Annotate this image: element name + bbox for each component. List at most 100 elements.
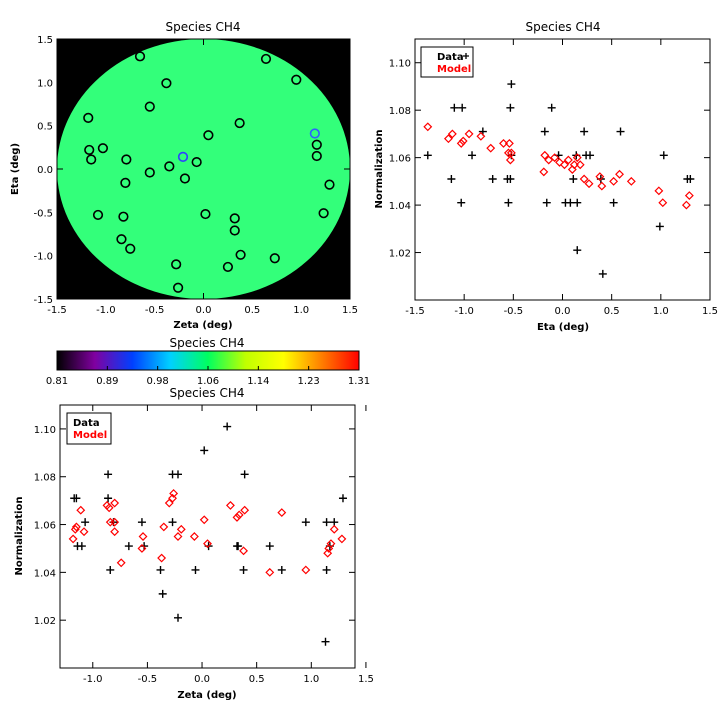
zeta-y-tick-label: 1.06 xyxy=(34,521,56,532)
map-point xyxy=(121,154,132,165)
eta-data-point xyxy=(655,222,664,231)
eta-x-tick-label: 1.5 xyxy=(702,306,718,317)
zeta-model-point xyxy=(234,510,244,520)
eta-model-point xyxy=(544,155,554,165)
zeta-x-label: Zeta (deg) xyxy=(177,690,236,701)
zeta-model-point xyxy=(116,558,126,568)
zeta-model-point xyxy=(68,534,78,544)
colorbar-tick-label: 0.98 xyxy=(147,376,169,387)
colorbar-panel: Species CH4 0.81 0.89 0.98 1.06 1.14 1.23 1.31 xyxy=(46,336,370,387)
eta-y-tick-label: 1.10 xyxy=(389,59,411,70)
zeta-model-point xyxy=(104,503,114,513)
map-point xyxy=(86,154,97,165)
zeta-title: Species CH4 xyxy=(169,386,244,400)
eta-model-point xyxy=(584,179,594,189)
zeta-model-point xyxy=(189,532,199,541)
map-point xyxy=(83,112,94,123)
zeta-model-point xyxy=(76,505,86,515)
eta-legend-data: Data xyxy=(437,52,464,63)
map-x-tick-label: 0.0 xyxy=(196,305,212,316)
eta-data-point xyxy=(457,198,466,207)
zeta-model-point xyxy=(199,515,209,525)
zeta-data-point xyxy=(156,565,165,574)
eta-model-point xyxy=(540,150,550,160)
zeta-panel: Species CH4 -1.0 -0.5 0.0 0.5 1.0 1.5 1.02 1.04… xyxy=(14,386,374,701)
zeta-model-point xyxy=(323,548,333,558)
eta-x-tick-label: 1.0 xyxy=(653,306,669,317)
zeta-data-point xyxy=(77,542,86,551)
eta-data-point xyxy=(573,198,582,207)
zeta-x-tick-label: 1.0 xyxy=(303,674,319,685)
zeta-data-point xyxy=(174,470,182,479)
eta-legend-data-marker xyxy=(463,53,469,59)
zeta-data-point xyxy=(168,518,177,527)
zeta-model-point xyxy=(240,505,250,515)
eta-data-point xyxy=(547,103,556,112)
map-point xyxy=(173,282,184,293)
eta-y-tick-label: 1.02 xyxy=(389,249,411,260)
zeta-x-tick-label: 0.0 xyxy=(194,674,210,685)
zeta-data-point xyxy=(321,637,330,646)
zeta-model-point xyxy=(239,546,249,556)
eta-y-tick-label: 1.04 xyxy=(389,201,411,212)
zeta-data-point xyxy=(239,565,248,574)
map-point xyxy=(84,144,95,156)
eta-model-point xyxy=(505,155,515,165)
zeta-y-tick-label: 1.10 xyxy=(34,425,56,436)
zeta-model-point xyxy=(157,553,167,563)
zeta-model-point xyxy=(70,524,80,534)
eta-model-point xyxy=(456,138,466,148)
eta-model-point xyxy=(458,136,468,146)
zeta-legend: Data Model xyxy=(66,412,112,445)
zeta-data-point xyxy=(72,494,81,503)
map-title: Species CH4 xyxy=(165,20,240,34)
map-y-tick-label: 1.5 xyxy=(37,35,53,46)
eta-model-point xyxy=(626,176,636,186)
eta-data-point xyxy=(503,174,512,183)
eta-model-point xyxy=(550,153,560,163)
eta-data-point xyxy=(598,269,607,278)
eta-model-point xyxy=(499,138,508,148)
map-y-tick-label: 1.0 xyxy=(37,78,53,89)
zeta-data-point xyxy=(240,470,249,479)
map-point xyxy=(324,179,335,190)
map-y-tick-label: 0.5 xyxy=(37,122,53,133)
eta-data-point xyxy=(540,127,549,136)
eta-model-point xyxy=(609,176,619,186)
map-point xyxy=(309,128,320,139)
eta-model-point xyxy=(658,198,668,208)
map-point xyxy=(179,173,191,184)
map-point xyxy=(92,209,104,221)
map-point xyxy=(311,150,322,162)
eta-x-tick-label: -0.5 xyxy=(504,306,524,317)
zeta-data-point xyxy=(104,470,113,479)
zeta-y-label: Normalization xyxy=(14,497,25,576)
eta-data-point xyxy=(659,151,668,160)
eta-data-point xyxy=(450,103,459,112)
map-point xyxy=(171,259,182,270)
map-point xyxy=(144,101,155,112)
eta-data-point xyxy=(582,151,591,160)
map-field-disk xyxy=(57,39,350,299)
map-point xyxy=(161,78,172,89)
zeta-data-point xyxy=(322,565,331,574)
map-point xyxy=(203,130,214,141)
map-point xyxy=(291,74,302,85)
map-point xyxy=(269,253,280,264)
map-point xyxy=(118,211,129,222)
eta-model-point xyxy=(575,160,585,170)
zeta-data-point xyxy=(174,613,182,622)
map-point xyxy=(229,213,240,224)
map-point xyxy=(200,208,211,220)
eta-panel: Species CH4 -1.5 -1.0 -0.5 0.0 0.5 1.0 1.5 1.02… xyxy=(374,20,718,333)
zeta-y-tick-label: 1.02 xyxy=(34,616,56,627)
zeta-data-point xyxy=(265,542,274,551)
zeta-model-point xyxy=(225,500,235,510)
zeta-model-point xyxy=(71,522,81,532)
eta-model-point xyxy=(595,172,605,182)
map-point xyxy=(116,234,127,245)
colorbar-tick-label: 1.06 xyxy=(197,376,219,387)
zeta-data-point xyxy=(301,518,310,527)
zeta-y-tick-label: 1.08 xyxy=(34,473,56,484)
zeta-data-point xyxy=(124,542,133,551)
